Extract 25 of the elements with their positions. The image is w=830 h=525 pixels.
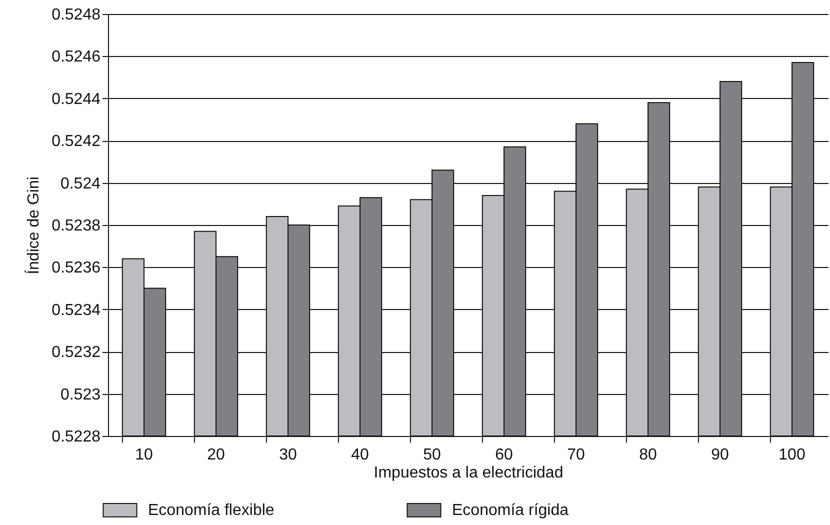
x-tick-label: 80 [639, 446, 657, 464]
y-tick-label: 0.5246 [52, 48, 101, 66]
y-tick-label: 0.5242 [52, 133, 101, 150]
x-tick-label: 90 [711, 446, 729, 464]
y-tick-label: 0.5234 [52, 302, 101, 319]
legend-label: Economía rígida [452, 502, 569, 520]
y-tick-label: 0.5248 [52, 6, 101, 24]
y-tick-label: 0.524 [60, 175, 101, 192]
y-tick-label: 0.5228 [52, 428, 101, 446]
y-tick-label: 0.5238 [52, 218, 101, 234]
x-tick-label: 60 [495, 446, 513, 464]
y-tick-label: 0.5244 [52, 90, 101, 108]
x-tick-label: 50 [423, 446, 441, 464]
x-tick-label: 10 [135, 446, 153, 464]
x-tick-label: 40 [351, 446, 369, 464]
x-tick-label: 100 [778, 446, 806, 464]
legend-label: Economía flexible [148, 502, 274, 520]
y-tick-label: 0.5236 [52, 260, 101, 277]
x-tick-label: 30 [279, 446, 297, 464]
y-tick-label: 0.5232 [52, 344, 101, 362]
y-tick-label: 0.523 [60, 386, 101, 404]
x-axis-title: Impuestos a la electricidad [374, 464, 564, 482]
x-tick-label: 20 [207, 446, 225, 464]
y-axis-title: Índice de Gini [24, 176, 43, 274]
x-tick-label: 70 [567, 446, 585, 464]
